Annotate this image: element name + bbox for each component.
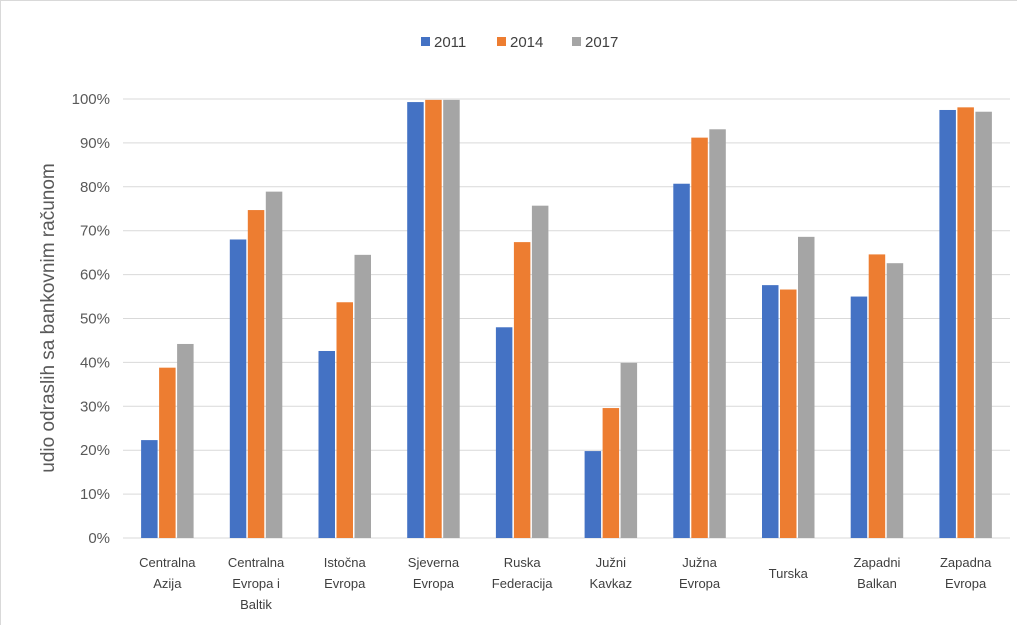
y-tick-label: 100% [72, 91, 110, 108]
x-tick-label: Južna [682, 555, 717, 570]
x-tick-label: Evropa [413, 576, 455, 591]
bar-2011 [229, 239, 247, 539]
x-tick-label: Azija [153, 576, 182, 591]
x-tick-label: Centralna [139, 555, 196, 570]
bar-2014 [868, 254, 886, 538]
bar-2014 [957, 107, 974, 538]
bar-2011 [939, 109, 956, 538]
y-tick-label: 30% [80, 398, 110, 415]
y-tick-label: 10% [80, 486, 110, 503]
bar-2017 [531, 205, 549, 538]
bar-2011 [495, 327, 513, 538]
x-tick-label: Evropa [679, 576, 721, 591]
bar-2011 [584, 451, 602, 538]
x-tick-label: Istočna [324, 555, 367, 570]
y-tick-label: 70% [80, 223, 110, 240]
x-tick-label: Zapadna [940, 555, 992, 570]
bars [141, 99, 992, 539]
legend-label-2014: 2014 [510, 34, 543, 51]
bar-2011 [850, 296, 868, 538]
x-tick-label: Centralna [228, 555, 285, 570]
x-tick-label: Turska [769, 566, 809, 581]
x-tick-label: Zapadni [853, 555, 900, 570]
y-tick-label: 40% [80, 354, 110, 371]
x-tick-label: Federacija [492, 576, 553, 591]
x-tick-label: Južni [596, 555, 626, 570]
x-tick-label: Sjeverna [408, 555, 460, 570]
x-tick-label: Evropa i [232, 576, 280, 591]
bar-2017 [620, 362, 638, 538]
legend: 2011 2014 2017 [421, 34, 618, 51]
bar-2011 [762, 285, 779, 538]
y-tick-label: 90% [80, 135, 110, 152]
bar-2011 [407, 102, 424, 538]
y-tick-label: 80% [80, 179, 110, 196]
bar-2011 [141, 440, 158, 538]
x-tick-label: Ruska [504, 555, 542, 570]
y-axis-label: udio odraslih sa bankovnim računom [38, 163, 59, 472]
bar-2017 [798, 236, 815, 538]
y-axis-ticks: 0% 10% 20% 30% 40% 50% 60% 70% 80% 90% 100% [72, 91, 110, 547]
x-tick-label: Evropa [324, 576, 366, 591]
bar-2014 [159, 367, 176, 538]
bar-2014 [247, 210, 265, 538]
bar-2017 [975, 111, 992, 538]
bar-2011 [318, 350, 335, 538]
y-tick-label: 20% [80, 442, 110, 459]
bar-2014 [602, 408, 620, 538]
y-tick-label: 60% [80, 267, 110, 284]
y-tick-label: 0% [88, 530, 110, 547]
x-tick-label: Baltik [240, 597, 272, 612]
y-tick-label: 50% [80, 311, 110, 328]
x-tick-label: Balkan [857, 576, 897, 591]
x-axis-ticks: Centralna Azija Centralna Evropa i Baltik Ist… [139, 555, 992, 612]
bar-2014 [336, 302, 353, 538]
bar-2017 [709, 129, 726, 538]
bar-2014 [513, 242, 531, 538]
legend-swatch-2011 [421, 37, 430, 46]
legend-swatch-2014 [497, 37, 506, 46]
x-tick-label: Evropa [945, 576, 987, 591]
bar-2017 [265, 191, 283, 538]
legend-label-2017: 2017 [585, 34, 618, 51]
bar-2011 [673, 183, 690, 539]
x-tick-label: Kavkaz [590, 576, 633, 591]
bar-2017 [177, 343, 194, 538]
bar-2017 [886, 263, 904, 538]
legend-label-2011: 2011 [434, 34, 466, 51]
legend-swatch-2017 [572, 37, 581, 46]
bar-2014 [691, 137, 708, 538]
bar-2017 [354, 254, 371, 538]
bar-2014 [425, 99, 442, 539]
bar-2014 [780, 289, 797, 538]
bar-2017 [443, 99, 460, 539]
